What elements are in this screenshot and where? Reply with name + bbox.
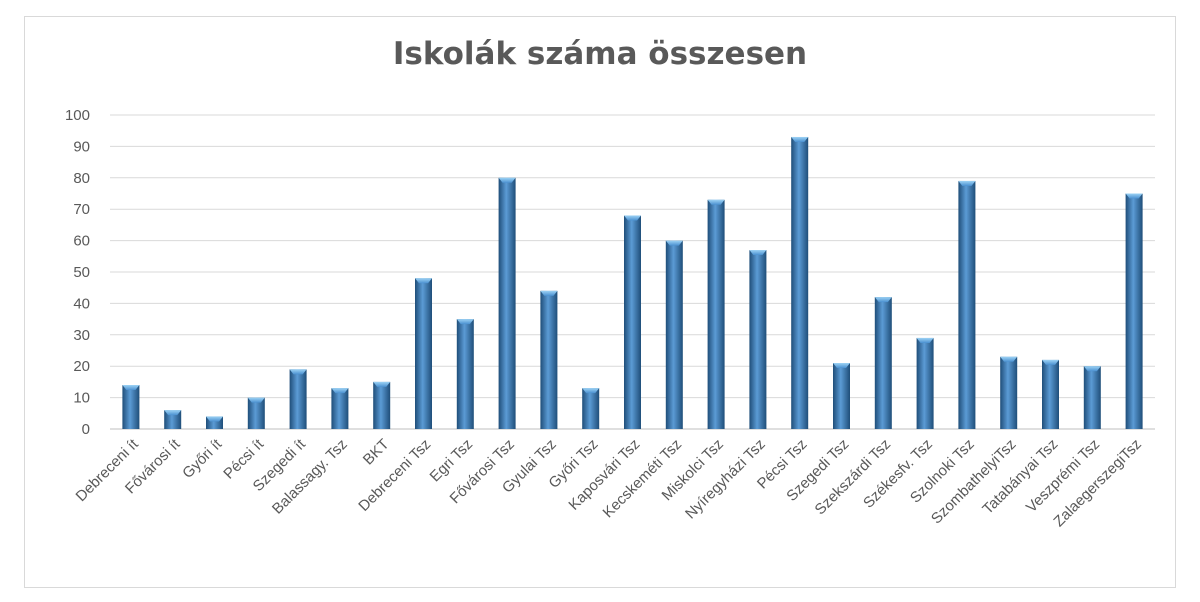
bar-cap [1000,356,1018,362]
x-tick-label: Győri ít [179,435,226,482]
x-tick-label: BKT [360,436,393,469]
bar-body [1042,359,1059,429]
y-tick-label: 20 [73,358,90,375]
y-tick-label: 40 [73,295,90,312]
bar-cap [206,416,223,422]
bar-body [1125,193,1143,429]
bars [122,136,1143,430]
bar-body [1000,356,1018,429]
bar [331,388,349,429]
bar [665,240,683,429]
bar [247,397,265,429]
y-tick-label: 90 [73,138,90,155]
bar-body [331,388,349,429]
bar-cap [289,369,307,375]
bar-cap [415,278,432,284]
bar [833,363,850,429]
chart-area [24,16,1176,588]
bar-cap [247,397,265,403]
y-tick-label: 80 [73,170,90,187]
bar-body [456,319,474,429]
bar-body [665,240,683,429]
x-tick-label: Veszprémi Tsz [1023,436,1103,516]
bar [206,416,223,429]
bar-cap [624,215,641,221]
bar [958,180,976,429]
y-axis-ticks: 0 10 20 30 40 50 60 70 80 90 100 [65,107,90,438]
y-tick-label: 50 [73,264,90,281]
bar-cap [1083,366,1101,372]
bar-cap [498,177,516,183]
bar [874,297,892,429]
bar [749,250,767,429]
bar-cap [833,363,850,369]
bar-cap [749,250,767,256]
bar [1125,193,1143,429]
bar [582,388,600,429]
bar-cap [1125,193,1143,199]
bar [122,385,140,429]
bar [916,337,934,429]
bar-body [247,397,265,429]
bar-body [498,177,516,429]
bar-body [707,199,725,429]
y-tick-label: 100 [65,107,90,124]
bar [1042,359,1059,429]
y-tick-label: 30 [73,327,90,344]
bar-body [540,290,558,429]
bar [373,381,391,429]
bar [707,199,725,429]
bar-cap [582,388,600,394]
y-tick-label: 10 [73,390,90,407]
bar-cap [456,319,474,325]
y-tick-label: 60 [73,233,90,250]
bar-body [582,388,600,429]
bar [624,215,641,429]
bar-cap [1042,359,1059,365]
bar [1000,356,1018,429]
bar [791,136,809,430]
bar-cap [331,388,349,394]
bar-body [791,136,809,430]
bar-cap [373,381,391,387]
bar-body [373,381,391,429]
bar [540,290,558,429]
x-tick-label: Balassagy. Tsz [269,436,351,518]
bar-cap [122,385,140,391]
bar-body [916,337,934,429]
bar-cap [665,240,683,246]
bar-body [749,250,767,429]
bar [415,278,432,429]
y-tick-label: 70 [73,201,90,218]
x-tick-label: Debreceni Tsz [355,436,434,515]
bar-body [624,215,641,429]
bar [1083,366,1101,429]
bar-cap [164,410,182,416]
bar [456,319,474,429]
bar [498,177,516,429]
bar-body [958,180,976,429]
bar-body [874,297,892,429]
chart-title: Iskolák száma összesen [392,36,808,72]
bar-cap [958,180,976,186]
bar-cap [874,297,892,303]
bar-cap [916,337,934,343]
bar-body [1083,366,1101,429]
bar [164,410,182,429]
bar-body [122,385,140,429]
bar-cap [791,136,809,142]
bar-body [415,278,432,429]
y-tick-label: 0 [82,421,90,438]
bar-body [289,369,307,429]
bar [289,369,307,429]
bar-body [833,363,850,429]
bar-cap [707,199,725,205]
bar-cap [540,290,558,296]
